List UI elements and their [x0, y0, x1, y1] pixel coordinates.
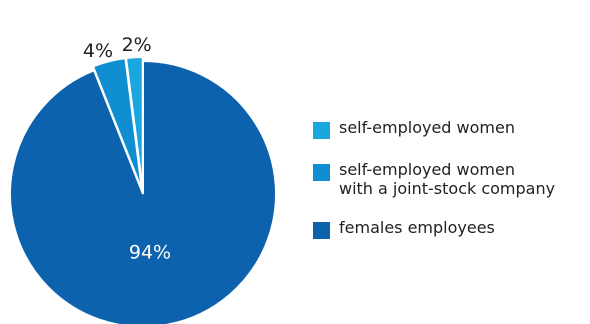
legend-label-employees: females employees — [339, 218, 495, 237]
pie-label-0: 2% — [122, 34, 152, 56]
pie-chart: 2% 4% 94% — [9, 34, 277, 324]
legend-item-employees: females employees — [313, 218, 555, 239]
legend: self-employed women self-employed women … — [313, 118, 555, 239]
legend-label-self-employed: self-employed women — [339, 118, 515, 137]
pie-label-2: 94% — [129, 242, 171, 264]
legend-swatch-employees — [313, 222, 330, 239]
pie-slice-1 — [91, 57, 143, 191]
legend-label-joint-stock: self-employed women with a joint-stock c… — [339, 160, 556, 198]
pie-slice-2 — [9, 59, 277, 324]
legend-swatch-self-employed — [313, 122, 330, 139]
legend-item-self-employed: self-employed women — [313, 118, 555, 139]
legend-item-joint-stock: self-employed women with a joint-stock c… — [313, 160, 555, 198]
pie-label-1: 4% — [83, 40, 113, 62]
legend-swatch-joint-stock — [313, 164, 330, 181]
